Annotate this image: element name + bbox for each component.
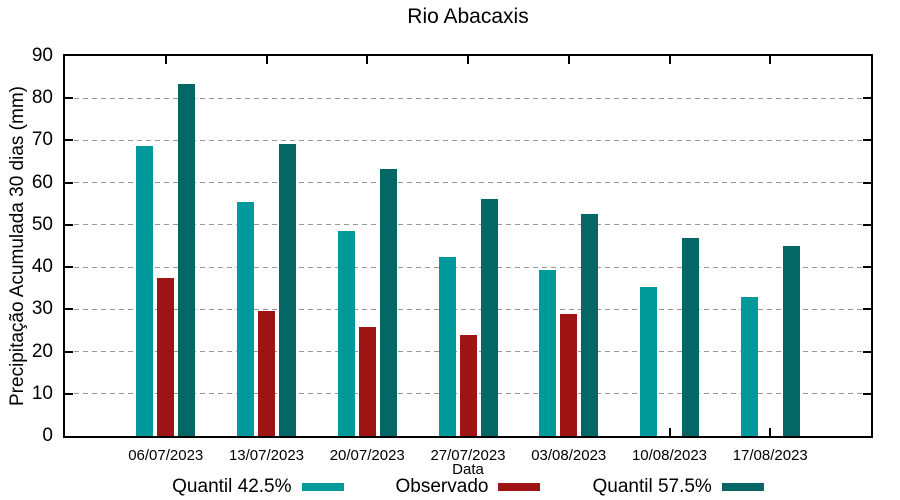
x-tick-mark <box>769 428 772 436</box>
bar-quantil-42.5--03-08-2023 <box>539 269 557 436</box>
bar-quantil-42.5--06-07-2023 <box>136 146 154 436</box>
bar-quantil-42.5--27-07-2023 <box>438 256 456 436</box>
gridline <box>65 266 871 268</box>
y-tick-mark <box>863 139 871 142</box>
y-tick-mark <box>65 350 73 353</box>
y-tick-mark <box>863 181 871 184</box>
plot-area <box>63 54 873 438</box>
x-tick-label: 13/07/2023 <box>228 447 305 464</box>
legend-swatch <box>301 483 344 491</box>
y-tick-label: 50 <box>31 213 53 235</box>
gridline <box>65 97 871 99</box>
bar-observado-13-07-2023 <box>258 311 275 436</box>
gridline <box>65 139 871 141</box>
x-tick-label: 03/08/2023 <box>531 447 607 464</box>
y-tick-mark <box>65 392 73 395</box>
y-tick-label: 80 <box>31 87 53 109</box>
x-tick-mark <box>164 56 167 64</box>
x-tick-mark <box>265 56 268 64</box>
legend: Quantil 42.5% Observado Quantil 57.5% <box>63 476 873 498</box>
bar-quantil-57.5--03-08-2023 <box>581 213 599 436</box>
gridline <box>65 182 871 184</box>
bar-quantil-42.5--13-07-2023 <box>237 202 254 436</box>
x-tick-label: 10/08/2023 <box>631 447 708 464</box>
gridline <box>65 224 871 226</box>
legend-swatch <box>498 483 541 491</box>
bar-quantil-42.5--10-08-2023 <box>640 287 657 436</box>
x-axis-label: Data <box>452 461 484 478</box>
legend-label: Quantil 42.5% <box>172 476 292 497</box>
legend-swatch <box>721 483 764 491</box>
y-tick-label: 30 <box>31 298 53 320</box>
x-tick-label: 27/07/2023 <box>430 447 506 464</box>
bar-observado-27-07-2023 <box>459 335 477 436</box>
y-tick-mark <box>863 350 871 353</box>
x-tick-label: 17/08/2023 <box>732 447 808 464</box>
y-tick-mark <box>863 223 871 226</box>
y-tick-label: 60 <box>31 171 53 193</box>
y-tick-label: 70 <box>31 129 53 151</box>
y-tick-label: 10 <box>31 382 53 404</box>
x-tick-mark <box>567 56 570 64</box>
legend-item: Quantil 57.5% <box>592 476 764 498</box>
gridline <box>65 308 871 310</box>
y-tick-mark <box>863 266 871 269</box>
bar-quantil-57.5--20-07-2023 <box>379 168 397 436</box>
legend-label: Observado <box>395 476 489 497</box>
y-tick-mark <box>863 97 871 100</box>
y-tick-mark <box>65 97 73 100</box>
x-tick-mark <box>668 56 671 64</box>
x-tick-label: 20/07/2023 <box>329 447 405 464</box>
legend-item: Quantil 42.5% <box>172 476 344 498</box>
bar-quantil-42.5--20-07-2023 <box>337 231 355 436</box>
bar-quantil-57.5--27-07-2023 <box>480 199 498 436</box>
y-tick-mark <box>65 139 73 142</box>
y-tick-mark <box>863 308 871 311</box>
x-tick-mark <box>467 56 469 64</box>
legend-label: Quantil 57.5% <box>592 476 712 497</box>
y-tick-label: 20 <box>31 340 53 362</box>
y-tick-label: 0 <box>42 425 53 446</box>
y-tick-mark <box>65 181 73 184</box>
bar-quantil-57.5--13-07-2023 <box>279 143 296 436</box>
x-tick-label: 06/07/2023 <box>128 447 204 464</box>
x-tick-mark <box>769 56 772 64</box>
x-tick-mark <box>668 428 671 436</box>
y-tick-label: 90 <box>31 45 53 66</box>
chart-title: Rio Abacaxis <box>407 5 529 28</box>
bar-quantil-57.5--17-08-2023 <box>782 246 800 436</box>
y-tick-label: 40 <box>31 256 53 278</box>
legend-item: Observado <box>396 476 541 498</box>
y-tick-mark <box>65 223 73 226</box>
bar-observado-03-08-2023 <box>560 313 578 436</box>
bar-quantil-57.5--06-07-2023 <box>178 83 196 436</box>
y-tick-mark <box>863 392 871 395</box>
bar-observado-06-07-2023 <box>157 277 175 436</box>
y-tick-mark <box>65 308 73 311</box>
bar-quantil-42.5--17-08-2023 <box>740 297 758 436</box>
bar-observado-20-07-2023 <box>358 326 376 436</box>
y-tick-mark <box>65 266 73 269</box>
x-tick-mark <box>366 56 369 64</box>
bar-quantil-57.5--10-08-2023 <box>682 237 699 436</box>
